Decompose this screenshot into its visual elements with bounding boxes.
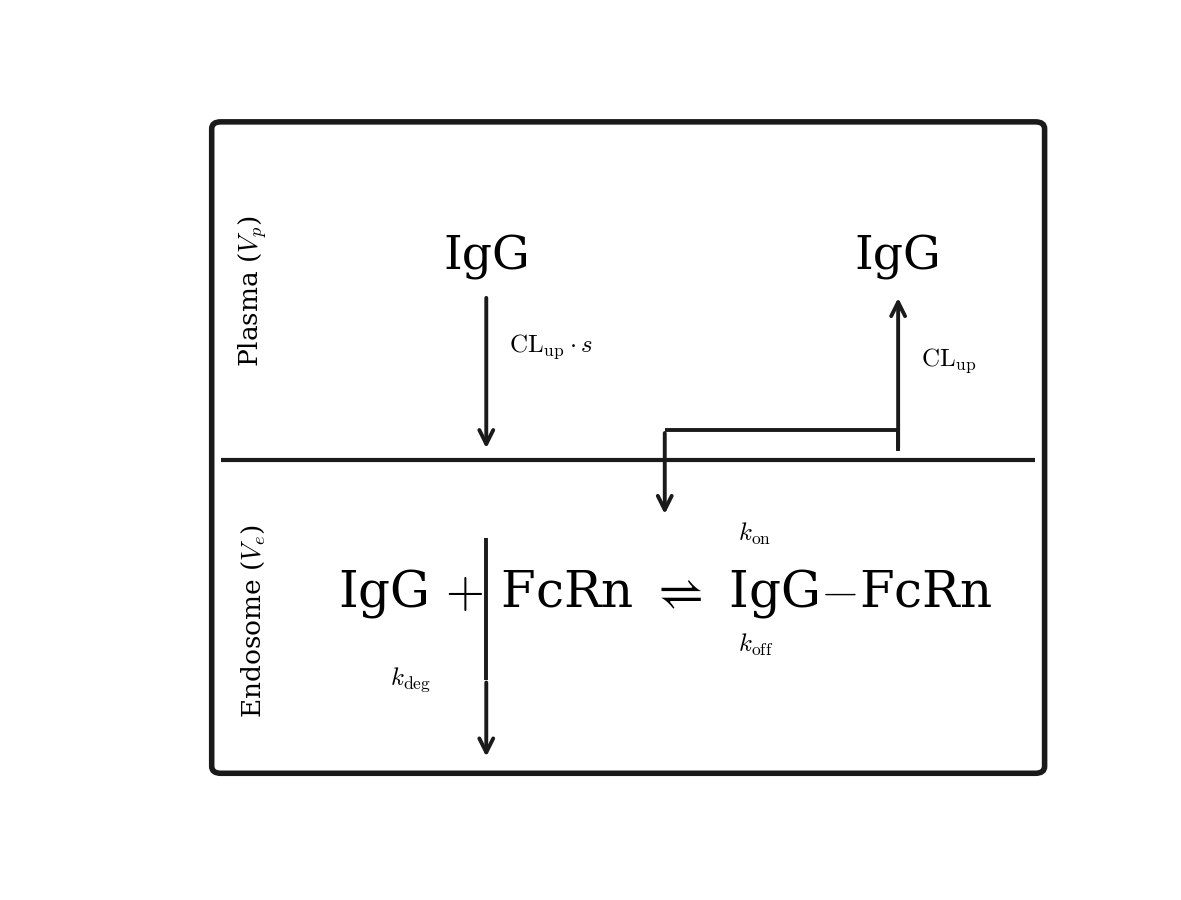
Text: IgG: IgG [443,234,529,280]
Text: IgG $+$ FcRn $\rightleftharpoons$ IgG$-$FcRn: IgG $+$ FcRn $\rightleftharpoons$ IgG$-$… [338,567,992,619]
Text: Endosome ($V_e$): Endosome ($V_e$) [239,524,267,717]
Text: $\mathrm{CL}_{\mathrm{up}} \cdot s$: $\mathrm{CL}_{\mathrm{up}} \cdot s$ [509,333,593,362]
Text: Plasma ($V_p$): Plasma ($V_p$) [236,216,269,367]
Text: $k_\mathrm{off}$: $k_\mathrm{off}$ [738,632,774,658]
Text: $\mathrm{CL}_{\mathrm{up}}$: $\mathrm{CL}_{\mathrm{up}}$ [921,346,977,375]
Text: $k_\mathrm{on}$: $k_\mathrm{on}$ [738,521,771,547]
FancyBboxPatch shape [211,122,1045,773]
Text: $k_\mathrm{deg}$: $k_\mathrm{deg}$ [390,665,431,694]
Text: IgG: IgG [855,234,941,280]
